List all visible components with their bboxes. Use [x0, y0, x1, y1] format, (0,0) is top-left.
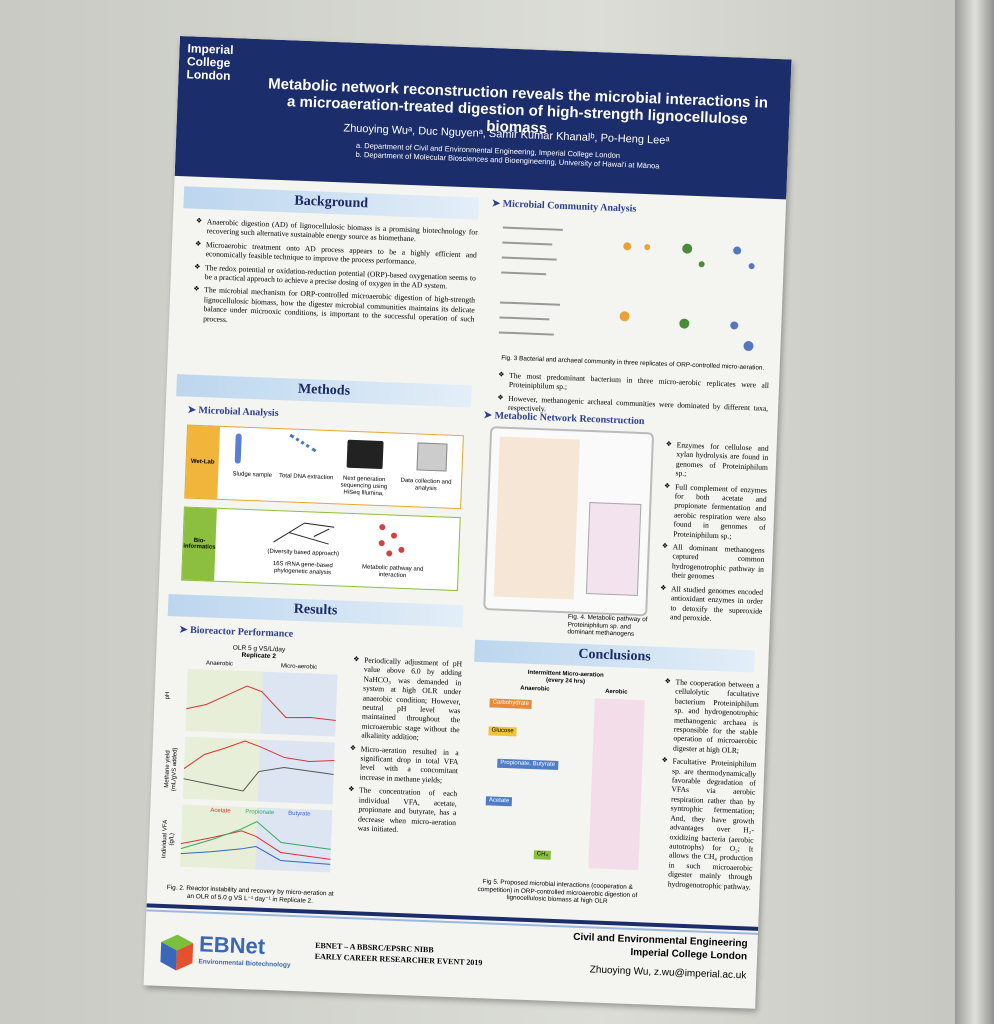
bullets: Periodically adjustment of pH value abov…	[345, 655, 463, 840]
bullet-list: Periodically adjustment of pH value abov…	[346, 655, 463, 836]
contact: Zhuoying Wu, z.wu@imperial.ac.uk	[589, 964, 747, 982]
logo-sub: Environmental Biotechnology	[198, 958, 291, 969]
caption: Fig 5. Proposed microbial interactions (…	[477, 878, 638, 906]
figure-5: Intermittent Micro-aeration (every 24 hr…	[473, 668, 651, 874]
y-label: Methane yield (mL/gVS added)	[164, 747, 179, 792]
bullet: The concentration of each individual VFA…	[358, 786, 458, 837]
bullet: Enzymes for cellulose and xylan hydrolys…	[675, 440, 768, 481]
legend: Propionate	[245, 809, 275, 817]
header: Imperial College London Metabolic networ…	[174, 36, 792, 200]
section-heading: Methods	[176, 374, 472, 408]
bullet: Full complement of enzymes for both acet…	[673, 482, 767, 542]
box: Acetate	[485, 796, 513, 807]
step: Data collection and analysis	[400, 477, 452, 493]
phase-label: Anaerobic	[520, 685, 550, 693]
box: Glucose	[488, 726, 517, 737]
y-label: pH	[164, 691, 172, 700]
bullet: The cooperation between a cellulolytic f…	[673, 678, 760, 756]
sequencer-icon	[346, 439, 384, 470]
box: CH₄	[533, 850, 552, 860]
caption: Fig. 4. Metabolic pathway of Proteiniphi…	[567, 613, 648, 639]
pathway-panel	[493, 436, 580, 600]
subheading-text: Microbial Community Analysis	[502, 198, 637, 215]
box: Propionate, Butyrate	[497, 758, 559, 771]
legend: Butyrate	[288, 810, 311, 818]
subheading: ➤ Microbial Community Analysis	[491, 198, 637, 215]
legend: Acetate	[210, 807, 231, 815]
section-heading: Conclusions	[474, 639, 755, 673]
wetlab-box: Wet-Lab Sludge sample Total DNA extractio…	[184, 424, 464, 510]
footer-rule	[146, 903, 759, 931]
bullet: All studied genomes encoded antioxidant …	[670, 584, 763, 625]
subheading-text: Bioreactor Performance	[189, 624, 294, 640]
box: Carbohydrate	[489, 698, 533, 710]
phase-label: Aerobic	[605, 688, 628, 696]
wall-rail	[955, 0, 994, 1024]
bullet-list: The cooperation between a cellulolytic f…	[656, 677, 760, 892]
bullet: Facultative Proteiniphilum sp. are therm…	[668, 757, 757, 892]
aerobic-zone	[588, 698, 645, 871]
figure-4	[483, 426, 655, 617]
figure-title: Intermittent Micro-aeration (every 24 hr…	[527, 669, 604, 686]
phase-label: Micro-aerobic	[280, 663, 318, 671]
subheading: ➤ Microbial Analysis	[187, 404, 279, 420]
bullets: The cooperation between a cellulolytic f…	[655, 677, 760, 895]
step: Total DNA extraction	[278, 473, 334, 482]
step: 16S rRNA gene-based phylogenetic analysi…	[272, 560, 333, 577]
section-heading: Background	[183, 186, 480, 220]
bullet: Micro-aeration resulted in a significant…	[360, 744, 459, 785]
college: Imperial College London	[630, 946, 748, 963]
figure-plots	[180, 668, 338, 873]
event: EBNET – A BBSRC/EPSRC NIBB EARLY CAREER R…	[315, 940, 483, 968]
figure-3	[498, 226, 755, 352]
caption: Fig. 2. Reactor instability and recovery…	[166, 884, 334, 905]
poster: Imperial College London Metabolic networ…	[143, 36, 792, 1009]
phase-label: Anaerobic	[205, 660, 234, 668]
bullets: Anaerobic digestion (AD) of lignocellulo…	[191, 217, 478, 338]
wetlab-label: Wet-Lab	[185, 425, 221, 499]
logo-cube	[160, 934, 194, 971]
step: Metabolic pathway and interaction	[361, 564, 424, 580]
archaea-panel	[585, 502, 642, 596]
bullet-list: Enzymes for cellulose and xylan hydrolys…	[658, 440, 769, 625]
wetlab-steps: Sludge sample Total DNA extraction Next ge…	[188, 426, 463, 497]
bullets: Enzymes for cellulose and xylan hydrolys…	[658, 440, 769, 629]
bullet: The microbial mechanism for ORP-controll…	[203, 286, 475, 334]
bioinfo-label: Bio-informatics	[182, 507, 217, 581]
logo: EBNet	[198, 931, 266, 959]
dna-icon	[277, 433, 317, 471]
bioinfo-box: Bio-informatics (Diversity based approac…	[181, 506, 461, 592]
step: Sludge sample	[232, 471, 273, 479]
subheading: ➤ Bioreactor Performance	[178, 624, 294, 640]
section-heading: Results	[167, 593, 464, 628]
step: Next generation sequencing using HiSeq I…	[340, 475, 388, 498]
footer-rule	[146, 909, 758, 935]
bullet-list: Anaerobic digestion (AD) of lignocellulo…	[191, 217, 478, 334]
y-label: Individual VFA (g/L)	[161, 819, 176, 859]
tree-icon	[273, 522, 335, 545]
tube-icon	[234, 433, 242, 464]
bullet: Periodically adjustment of pH value abov…	[361, 656, 462, 744]
pathway-icon	[378, 524, 405, 557]
bullet: All dominant methanogens captured common…	[671, 542, 764, 583]
note: (Diversity based approach)	[267, 548, 340, 558]
subheading-text: Microbial Analysis	[198, 404, 279, 420]
computer-icon	[416, 442, 448, 472]
figure-2: OLR 5 g VS/L/day Replicate 2 Anaerobic M…	[161, 642, 342, 878]
department: Civil and Environmental Engineering	[572, 931, 748, 950]
